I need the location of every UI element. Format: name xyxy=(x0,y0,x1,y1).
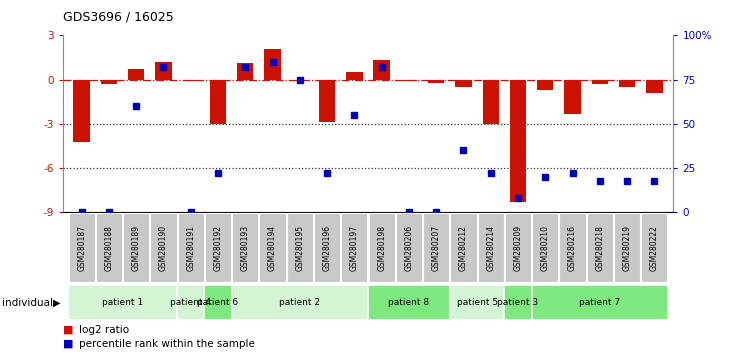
Text: ▶: ▶ xyxy=(53,298,60,308)
Bar xyxy=(128,69,144,80)
Text: ■: ■ xyxy=(63,325,73,335)
Bar xyxy=(565,80,581,114)
FancyBboxPatch shape xyxy=(368,285,450,320)
Text: patient 4: patient 4 xyxy=(170,298,211,307)
Text: GSM280192: GSM280192 xyxy=(213,225,222,271)
Bar xyxy=(483,80,499,124)
FancyBboxPatch shape xyxy=(450,213,476,282)
Text: GSM280196: GSM280196 xyxy=(322,225,332,271)
Text: GSM280206: GSM280206 xyxy=(404,225,414,271)
Bar xyxy=(264,48,280,80)
Bar xyxy=(183,80,199,81)
FancyBboxPatch shape xyxy=(205,285,232,320)
Text: patient 3: patient 3 xyxy=(498,298,539,307)
Bar xyxy=(428,80,445,82)
Text: GSM280195: GSM280195 xyxy=(295,225,304,271)
Bar xyxy=(456,80,472,87)
Text: GSM280222: GSM280222 xyxy=(650,225,659,271)
FancyBboxPatch shape xyxy=(641,213,668,282)
FancyBboxPatch shape xyxy=(177,213,204,282)
FancyBboxPatch shape xyxy=(123,213,149,282)
Text: GSM280193: GSM280193 xyxy=(241,225,250,271)
FancyBboxPatch shape xyxy=(587,213,613,282)
Text: log2 ratio: log2 ratio xyxy=(79,325,129,335)
FancyBboxPatch shape xyxy=(614,213,640,282)
Bar xyxy=(237,63,253,80)
Bar xyxy=(619,80,635,87)
Text: GSM280212: GSM280212 xyxy=(459,225,468,271)
Text: individual: individual xyxy=(2,298,53,308)
FancyBboxPatch shape xyxy=(478,213,504,282)
FancyBboxPatch shape xyxy=(450,285,504,320)
FancyBboxPatch shape xyxy=(342,213,367,282)
FancyBboxPatch shape xyxy=(232,285,368,320)
FancyBboxPatch shape xyxy=(559,213,586,282)
Bar xyxy=(319,80,336,122)
FancyBboxPatch shape xyxy=(68,285,177,320)
Text: GSM280218: GSM280218 xyxy=(595,225,604,271)
Bar xyxy=(646,80,662,93)
Bar xyxy=(510,80,526,202)
Bar xyxy=(101,80,117,84)
FancyBboxPatch shape xyxy=(260,213,286,282)
FancyBboxPatch shape xyxy=(314,213,340,282)
Text: GSM280216: GSM280216 xyxy=(568,225,577,271)
Text: GSM280210: GSM280210 xyxy=(541,225,550,271)
Text: GSM280207: GSM280207 xyxy=(432,225,441,271)
Text: GSM280197: GSM280197 xyxy=(350,225,359,271)
Bar xyxy=(346,72,363,80)
Bar xyxy=(210,80,226,124)
Text: GSM280187: GSM280187 xyxy=(77,225,86,271)
Text: GSM280198: GSM280198 xyxy=(377,225,386,271)
Text: GSM280209: GSM280209 xyxy=(514,225,523,271)
Bar xyxy=(592,80,608,84)
FancyBboxPatch shape xyxy=(531,285,668,320)
Text: patient 5: patient 5 xyxy=(456,298,498,307)
FancyBboxPatch shape xyxy=(532,213,559,282)
FancyBboxPatch shape xyxy=(68,213,95,282)
FancyBboxPatch shape xyxy=(150,213,177,282)
Text: patient 1: patient 1 xyxy=(102,298,143,307)
Text: GSM280191: GSM280191 xyxy=(186,225,195,271)
Text: GSM280194: GSM280194 xyxy=(268,225,277,271)
Text: patient 8: patient 8 xyxy=(389,298,430,307)
Text: GSM280219: GSM280219 xyxy=(623,225,631,271)
Bar xyxy=(74,80,90,142)
Text: patient 7: patient 7 xyxy=(579,298,620,307)
FancyBboxPatch shape xyxy=(205,213,231,282)
Bar xyxy=(373,61,390,80)
FancyBboxPatch shape xyxy=(423,213,449,282)
FancyBboxPatch shape xyxy=(504,285,531,320)
Text: GDS3696 / 16025: GDS3696 / 16025 xyxy=(63,11,173,24)
FancyBboxPatch shape xyxy=(396,213,422,282)
Text: GSM280190: GSM280190 xyxy=(159,225,168,271)
FancyBboxPatch shape xyxy=(96,213,122,282)
FancyBboxPatch shape xyxy=(232,213,258,282)
Bar xyxy=(291,80,308,81)
Text: GSM280189: GSM280189 xyxy=(132,225,141,271)
FancyBboxPatch shape xyxy=(505,213,531,282)
FancyBboxPatch shape xyxy=(369,213,394,282)
Bar xyxy=(537,80,553,90)
Text: percentile rank within the sample: percentile rank within the sample xyxy=(79,339,255,349)
Text: GSM280214: GSM280214 xyxy=(486,225,495,271)
FancyBboxPatch shape xyxy=(287,213,313,282)
FancyBboxPatch shape xyxy=(177,285,205,320)
Text: patient 2: patient 2 xyxy=(280,298,320,307)
Bar xyxy=(155,62,171,80)
Text: patient 6: patient 6 xyxy=(197,298,238,307)
Text: GSM280188: GSM280188 xyxy=(105,225,113,271)
Text: ■: ■ xyxy=(63,339,73,349)
Bar xyxy=(400,80,417,81)
